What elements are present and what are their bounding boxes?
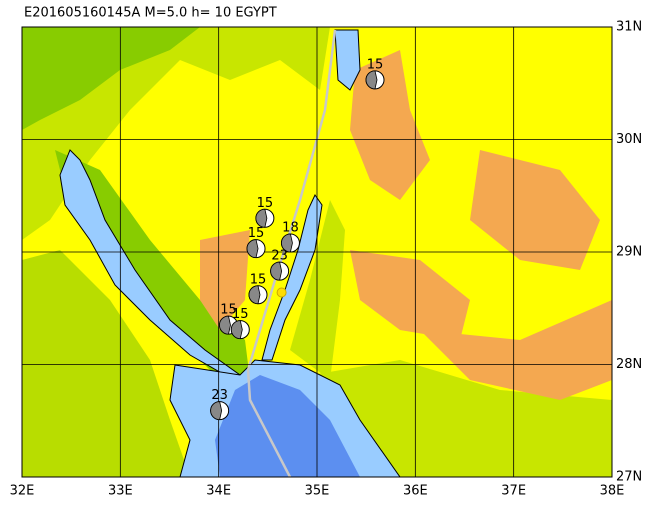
highland xyxy=(420,300,612,400)
lowland xyxy=(290,200,345,380)
beachball-quadrant xyxy=(281,233,293,253)
y-tick-label: 27N xyxy=(616,470,642,485)
y-tick-label: 29N xyxy=(616,245,642,260)
x-tick-label: 36E xyxy=(403,484,428,499)
beachball-quadrant xyxy=(246,239,259,259)
beachball-quadrant xyxy=(255,208,268,228)
y-tick-label: 28N xyxy=(616,357,642,372)
highland xyxy=(350,250,470,340)
event-label: 15 xyxy=(232,307,249,322)
beachball-quadrant xyxy=(210,401,223,421)
dead-sea xyxy=(334,29,361,91)
beachball-quadrant xyxy=(365,70,378,90)
beachball-quadrant xyxy=(230,320,243,340)
y-tick-label: 30N xyxy=(616,132,642,147)
epicenter xyxy=(276,287,287,298)
event-label: 15 xyxy=(220,303,237,318)
x-tick-label: 37E xyxy=(501,484,526,499)
x-tick-label: 32E xyxy=(10,484,35,499)
event-label: 15 xyxy=(367,57,384,72)
beachball-quadrant xyxy=(219,315,231,335)
x-tick-label: 38E xyxy=(600,484,625,499)
coastal-plain xyxy=(22,27,200,130)
lowland xyxy=(22,250,190,477)
y-tick-label: 31N xyxy=(616,20,642,35)
map-frame xyxy=(21,26,613,478)
event-label: 23 xyxy=(271,249,288,264)
event-label: 18 xyxy=(282,221,299,236)
x-tick-label: 33E xyxy=(108,484,133,499)
x-tick-label: 35E xyxy=(305,484,330,499)
event-label: 23 xyxy=(211,388,228,403)
coastal-plain xyxy=(55,150,250,380)
beachball-quadrant xyxy=(270,261,283,281)
highland xyxy=(470,150,600,270)
event-label: 15 xyxy=(257,196,274,211)
highland xyxy=(200,230,250,330)
event-label: 15 xyxy=(248,226,265,241)
x-tick-label: 34E xyxy=(206,484,231,499)
beachball-quadrant xyxy=(248,285,261,305)
map-title: E201605160145A M=5.0 h= 10 EGYPT xyxy=(24,6,277,21)
events xyxy=(210,70,385,421)
plate-boundary xyxy=(246,29,337,477)
event-label: 15 xyxy=(250,272,267,287)
